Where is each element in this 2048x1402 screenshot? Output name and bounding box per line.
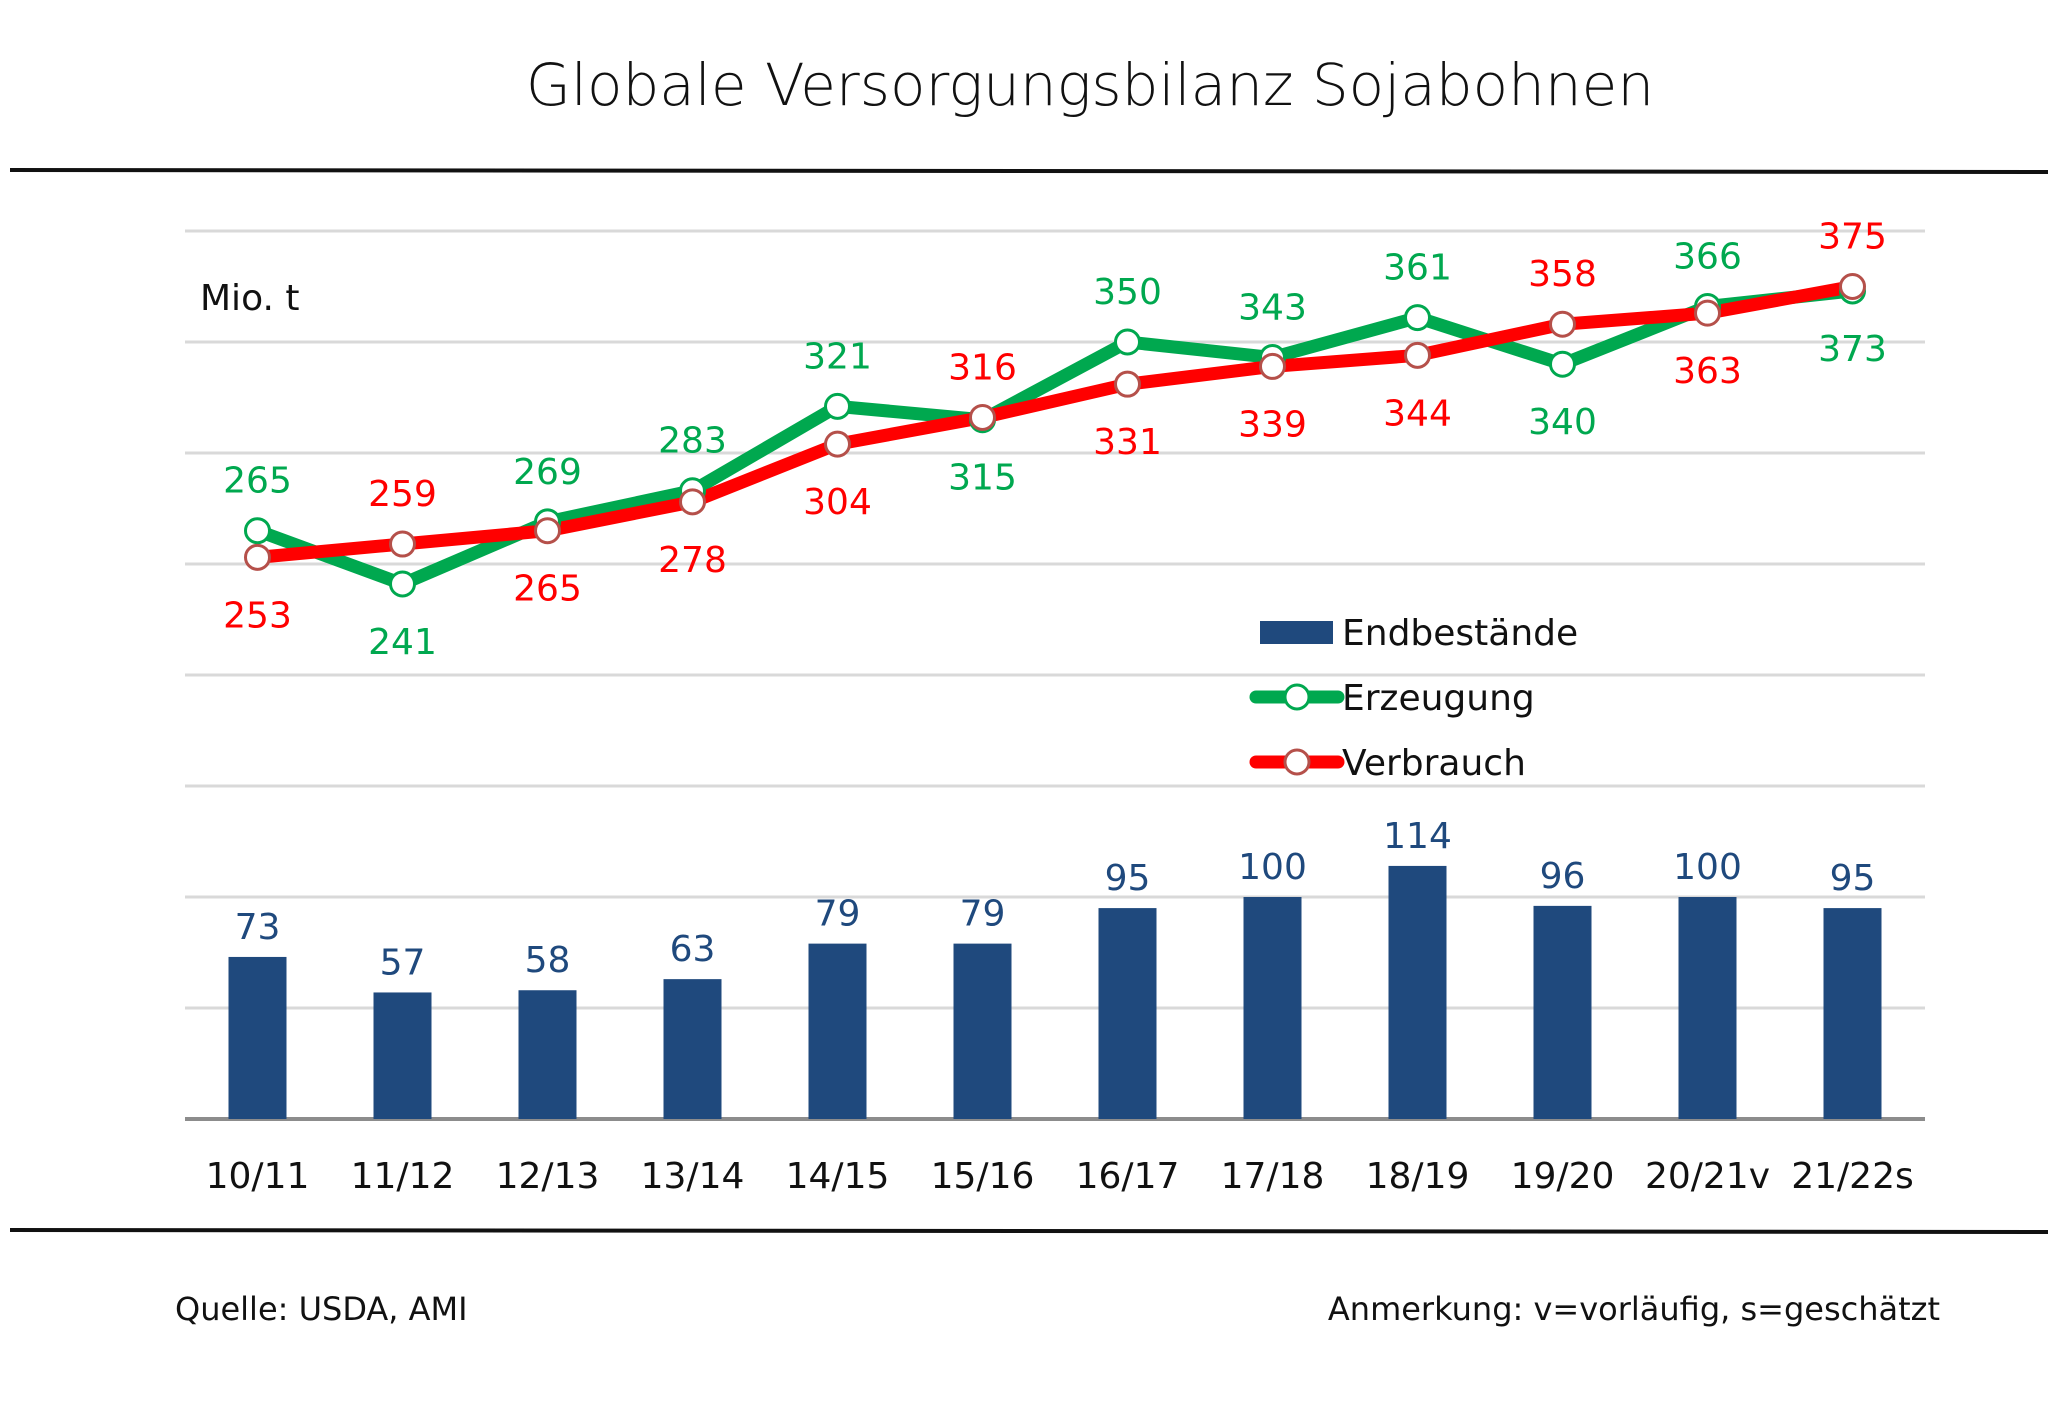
bar-value-label: 95 <box>1830 858 1876 899</box>
bar-value-label: 95 <box>1105 858 1151 899</box>
bar <box>373 992 432 1119</box>
chart-title: Globale Versorgungsbilanz Sojabohnen <box>526 51 1654 119</box>
verbrauch-marker <box>1839 273 1866 300</box>
verbrauch-marker <box>1694 299 1721 327</box>
verbrauch-value-label: 375 <box>1818 217 1887 258</box>
x-tick-label: 13/14 <box>641 1156 745 1197</box>
verbrauch-marker <box>389 530 416 558</box>
top-rule <box>9 168 2048 174</box>
erzeugung-value-label: 340 <box>1528 402 1597 443</box>
erzeugung-marker <box>389 570 416 598</box>
verbrauch-marker <box>244 543 271 571</box>
erzeugung-value-label: 350 <box>1093 272 1162 313</box>
verbrauch-value-label: 253 <box>223 595 292 636</box>
verbrauch-value-label: 316 <box>948 347 1017 388</box>
erzeugung-marker <box>824 392 851 420</box>
bar-value-label: 63 <box>670 929 716 970</box>
verbrauch-value-label: 265 <box>513 569 582 610</box>
verbrauch-marker <box>824 430 851 458</box>
legend-marker-erzeugung <box>1283 683 1311 711</box>
legend-marker-verbrauch <box>1283 748 1311 776</box>
bar-value-label: 79 <box>815 894 861 935</box>
x-axis-ticks: 10/11 11/12 12/13 13/14 14/15 15/16 16/17 17/18… <box>206 1156 1914 1197</box>
bar <box>1533 905 1592 1119</box>
bar-value-label: 100 <box>1238 847 1307 888</box>
x-tick-label: 19/20 <box>1511 1156 1615 1197</box>
bar-value-label: 96 <box>1540 856 1586 897</box>
erzeugung-value-label: 366 <box>1673 236 1742 277</box>
erzeugung-value-label: 373 <box>1818 329 1887 370</box>
verbrauch-value-label: 339 <box>1238 404 1307 445</box>
x-tick-label: 12/13 <box>496 1156 600 1197</box>
x-tick-label: 14/15 <box>786 1156 890 1197</box>
erzeugung-value-label: 321 <box>803 336 872 377</box>
bar <box>953 943 1012 1119</box>
verbrauch-value-label: 278 <box>658 540 727 581</box>
erzeugung-value-label: 283 <box>658 421 727 462</box>
source-note: Quelle: USDA, AMI <box>175 1290 468 1328</box>
x-tick-label: 10/11 <box>206 1156 310 1197</box>
verbrauch-line <box>256 280 1854 564</box>
erzeugung-value-label: 361 <box>1383 248 1452 289</box>
annotation-note: Anmerkung: v=vorläufig, s=geschätzt <box>1328 1290 1940 1328</box>
verbrauch-value-label: 358 <box>1528 254 1597 295</box>
x-tick-label: 18/19 <box>1366 1156 1470 1197</box>
verbrauch-value-label: 259 <box>368 474 437 515</box>
erzeugung-value-label: 315 <box>948 458 1017 499</box>
bar-value-label: 58 <box>525 940 571 981</box>
x-tick-label: 21/22s <box>1791 1156 1914 1197</box>
erzeugung-marker <box>244 517 271 545</box>
erzeugung-marker <box>1549 350 1576 378</box>
verbrauch-marker <box>1114 370 1141 398</box>
bar <box>808 943 867 1119</box>
bar-value-label: 79 <box>960 894 1006 935</box>
data-labels: 73 57 58 63 79 79 95 100 114 96 100 95 265 241 269 283 3… <box>223 217 1887 984</box>
bar-value-label: 73 <box>235 907 281 948</box>
bar <box>1388 865 1447 1119</box>
bar-value-label: 114 <box>1383 816 1452 857</box>
bar-series <box>228 865 1882 1119</box>
bar <box>663 979 722 1119</box>
verbrauch-value-label: 304 <box>803 482 872 523</box>
erzeugung-value-label: 269 <box>513 452 582 493</box>
verbrauch-marker <box>534 517 561 545</box>
bar-value-label: 57 <box>380 942 426 983</box>
line-series <box>244 273 1866 598</box>
bar <box>1243 897 1302 1119</box>
legend-label-endbestaende: Endbestände <box>1342 613 1578 654</box>
bar <box>1678 897 1737 1119</box>
y-unit-label: Mio. t <box>200 278 299 319</box>
x-tick-label: 17/18 <box>1221 1156 1325 1197</box>
verbrauch-value-label: 363 <box>1673 351 1742 392</box>
verbrauch-marker <box>969 403 996 431</box>
x-tick-label: 15/16 <box>931 1156 1035 1197</box>
bar <box>1098 908 1157 1119</box>
verbrauch-marker <box>1549 310 1576 338</box>
verbrauch-marker <box>679 488 706 516</box>
gridlines <box>185 229 1925 1121</box>
x-tick-label: 11/12 <box>351 1156 455 1197</box>
legend-swatch-endbestaende <box>1260 621 1333 644</box>
erzeugung-value-label: 241 <box>368 622 437 663</box>
verbrauch-value-label: 344 <box>1383 393 1452 434</box>
x-tick-label: 16/17 <box>1076 1156 1180 1197</box>
verbrauch-marker <box>1404 341 1431 369</box>
bar <box>228 956 287 1119</box>
erzeugung-marker <box>1114 328 1141 356</box>
bar <box>1823 908 1882 1119</box>
verbrauch-marker <box>1259 352 1286 380</box>
bar-value-label: 100 <box>1673 847 1742 888</box>
legend-label-verbrauch: Verbrauch <box>1342 743 1526 784</box>
legend: Endbestände Erzeugung Verbrauch <box>1249 613 1578 784</box>
erzeugung-value-label: 343 <box>1238 288 1307 329</box>
bar <box>518 990 577 1119</box>
legend-label-erzeugung: Erzeugung <box>1342 678 1535 719</box>
bottom-rule <box>9 1228 2048 1234</box>
erzeugung-value-label: 265 <box>223 461 292 502</box>
verbrauch-value-label: 331 <box>1093 422 1162 463</box>
x-tick-label: 20/21v <box>1645 1156 1770 1197</box>
erzeugung-marker <box>1404 304 1431 332</box>
